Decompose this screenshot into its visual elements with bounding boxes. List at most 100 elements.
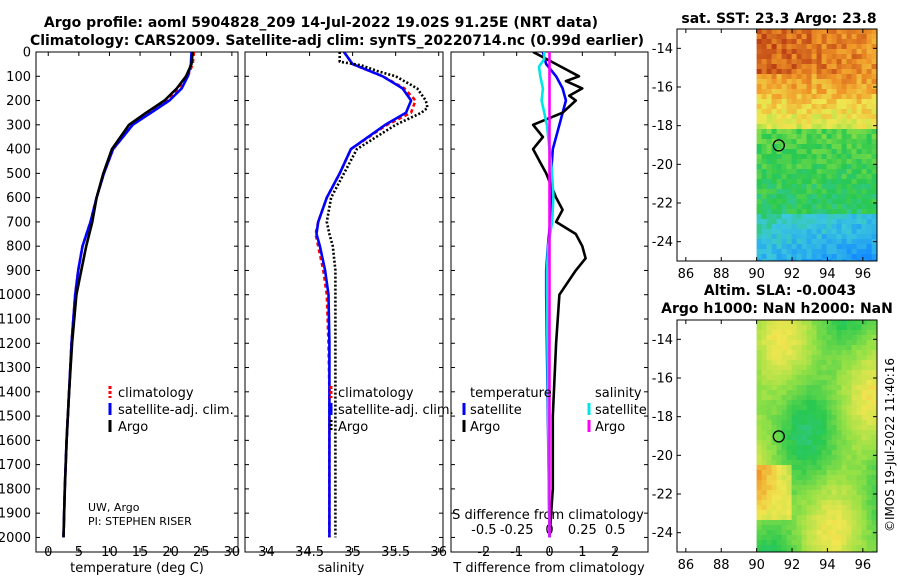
map-cell: [756, 410, 762, 416]
map-cell: [836, 189, 842, 195]
map-cell: [831, 530, 837, 536]
map-cell: [851, 320, 857, 326]
map-cell: [761, 410, 767, 416]
map-cell: [856, 515, 862, 521]
map-cell: [866, 410, 872, 416]
map-cell: [771, 44, 777, 50]
map-cell: [761, 500, 767, 506]
map-cell: [861, 224, 867, 230]
map-cell: [766, 435, 772, 441]
map-cell: [796, 99, 802, 105]
map-cell: [866, 320, 872, 326]
map-cell: [811, 49, 817, 55]
map-cell: [871, 405, 877, 411]
map-cell: [836, 109, 842, 115]
map-cell: [821, 169, 827, 175]
map-cell: [771, 234, 777, 240]
map-cell: [831, 144, 837, 150]
map-cell: [791, 189, 797, 195]
map-cell: [836, 259, 842, 261]
map-cell: [831, 134, 837, 140]
map-cell: [806, 154, 812, 160]
map-cell: [766, 194, 772, 200]
map-cell: [836, 550, 842, 552]
map-cell: [816, 134, 822, 140]
map-cell: [861, 179, 867, 185]
map-cell: [826, 114, 832, 120]
map-cell: [871, 254, 877, 260]
map-cell: [781, 450, 787, 456]
map-cell: [861, 209, 867, 215]
map-cell: [821, 490, 827, 496]
map-cell: [851, 370, 857, 376]
map-cell: [776, 415, 782, 421]
map-cell: [841, 545, 847, 551]
map-cell: [796, 174, 802, 180]
map-cell: [866, 460, 872, 466]
map-cell: [866, 435, 872, 441]
map-cell: [821, 109, 827, 115]
map-lon-label: 86: [678, 558, 695, 573]
map-cell: [771, 184, 777, 190]
map-cell: [796, 254, 802, 260]
map-cell: [816, 174, 822, 180]
depth-tick-label: 1400: [0, 385, 31, 400]
map-cell: [836, 219, 842, 225]
map-cell: [871, 64, 877, 70]
map-cell: [791, 234, 797, 240]
map-cell: [871, 420, 877, 426]
map-cell: [841, 104, 847, 110]
map-cell: [771, 134, 777, 140]
map-cell: [836, 370, 842, 376]
map-cell: [826, 430, 832, 436]
map-cell: [771, 224, 777, 230]
map-cell: [826, 74, 832, 80]
map-cell: [756, 385, 762, 391]
map-cell: [856, 415, 862, 421]
map-cell: [776, 450, 782, 456]
map-cell: [791, 99, 797, 105]
map-cell: [771, 109, 777, 115]
map-cell: [811, 470, 817, 476]
map-cell: [836, 345, 842, 351]
map-cell: [776, 475, 782, 481]
map-cell: [866, 355, 872, 361]
map-cell: [766, 385, 772, 391]
map-cell: [791, 214, 797, 220]
map-cell: [836, 510, 842, 516]
map-cell: [766, 29, 772, 35]
map-cell: [801, 149, 807, 155]
map-cell: [801, 355, 807, 361]
map-cell: [786, 69, 792, 75]
map-cell: [766, 134, 772, 140]
map-cell: [756, 470, 762, 476]
map-cell: [841, 325, 847, 331]
map-cell: [806, 380, 812, 386]
map-cell: [816, 345, 822, 351]
map-cell: [791, 380, 797, 386]
map-cell: [846, 44, 852, 50]
map-cell: [781, 530, 787, 536]
map-cell: [831, 194, 837, 200]
map-cell: [756, 209, 762, 215]
map-cell: [866, 430, 872, 436]
map-cell: [761, 545, 767, 551]
map-cell: [821, 34, 827, 40]
map-cell: [816, 320, 822, 326]
map-cell: [836, 164, 842, 170]
map-cell: [761, 455, 767, 461]
map-cell: [866, 169, 872, 175]
map-cell: [856, 350, 862, 356]
map-cell: [801, 234, 807, 240]
map-cell: [831, 435, 837, 441]
map-cell: [856, 129, 862, 135]
map-cell: [781, 470, 787, 476]
map-cell: [836, 365, 842, 371]
map-cell: [836, 194, 842, 200]
map-cell: [771, 455, 777, 461]
x-tick-label: 0: [545, 545, 553, 560]
map-cell: [811, 44, 817, 50]
map-cell: [866, 385, 872, 391]
map-cell: [826, 244, 832, 250]
map-cell: [806, 495, 812, 501]
